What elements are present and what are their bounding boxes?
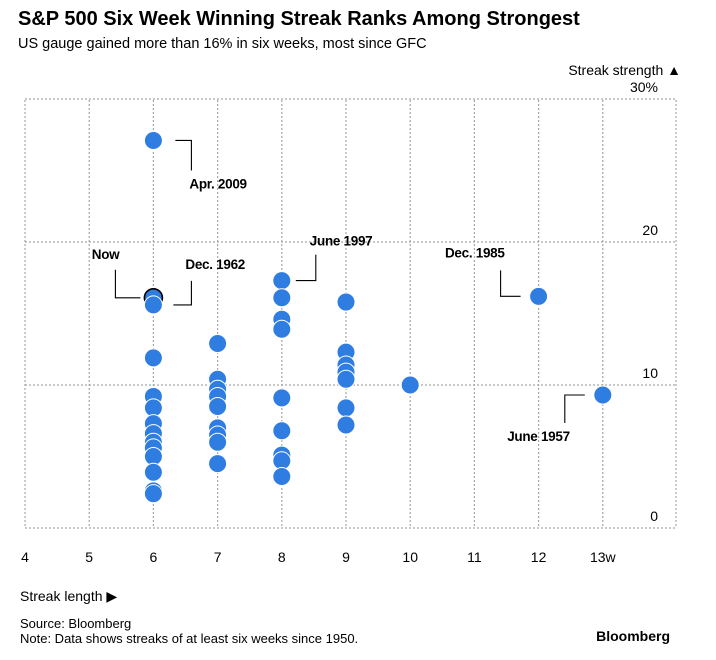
data-point (336, 415, 356, 435)
annotation-leader (173, 280, 192, 306)
x-tick-label: 7 (214, 549, 222, 565)
annotation-leader (114, 269, 141, 299)
x-tick-label: 8 (278, 549, 286, 565)
annotation-label: Dec. 1962 (185, 257, 245, 272)
data-point (272, 388, 292, 408)
data-point (143, 130, 163, 150)
annotation-label: Now (92, 247, 120, 262)
x-tick-label: 5 (85, 549, 93, 565)
data-point (529, 286, 549, 306)
footnote: Note: Data shows streaks of at least six… (20, 631, 359, 646)
right-arrow-icon: ▶ (106, 588, 118, 604)
chart-title: S&P 500 Six Week Winning Streak Ranks Am… (18, 8, 580, 30)
data-point (336, 398, 356, 418)
annotation-label: June 1997 (310, 234, 373, 249)
annotation-leaders-layer (114, 139, 585, 424)
x-tick-label: 12 (531, 549, 547, 565)
annotation-leader (175, 139, 192, 171)
data-point (336, 369, 356, 389)
annotation-label: June 1957 (507, 429, 570, 444)
data-point (272, 319, 292, 339)
y-tick-label: 30% (630, 79, 658, 95)
data-point (272, 271, 292, 291)
data-point (593, 385, 613, 405)
data-point (272, 288, 292, 308)
bloomberg-logo: Bloomberg (596, 628, 670, 644)
data-point (336, 292, 356, 312)
y-tick-label: 0 (650, 508, 658, 524)
data-point (208, 334, 228, 354)
data-point (208, 432, 228, 452)
data-point (143, 348, 163, 368)
x-tick-label: 6 (150, 549, 158, 565)
annotation-label: Dec. 1985 (445, 245, 505, 260)
y-axis-label: Streak strength ▲ (568, 62, 681, 78)
data-point (272, 467, 292, 487)
y-tick-label: 20 (642, 222, 658, 238)
data-point (208, 396, 228, 416)
source-note: Source: Bloomberg (20, 616, 132, 631)
grid-layer (24, 98, 677, 529)
annotations-layer: Apr. 2009 Now Dec. 1962 June 1997 Dec. 1985 J… (92, 176, 570, 444)
data-point (208, 454, 228, 474)
tick-labels-layer: 4 5 6 7 8 9 10 11 12 13w 0 10 20 30% (21, 79, 658, 565)
data-point (272, 421, 292, 441)
data-point (143, 462, 163, 482)
chart-subtitle: US gauge gained more than 16% in six wee… (18, 36, 427, 52)
x-tick-label: 9 (342, 549, 350, 565)
up-arrow-icon: ▲ (667, 62, 681, 78)
annotation-leader (564, 394, 585, 424)
data-point (143, 484, 163, 504)
x-axis-label: Streak length ▶ (20, 588, 117, 605)
data-point (143, 295, 163, 315)
annotation-label: Apr. 2009 (189, 176, 246, 191)
y-axis-label-text: Streak strength (568, 62, 664, 78)
data-point (400, 375, 420, 395)
points-layer (143, 130, 613, 504)
y-tick-label: 10 (642, 365, 658, 381)
annotation-leader (295, 254, 317, 282)
x-tick-label: 11 (467, 549, 482, 565)
x-axis-label-text: Streak length (20, 588, 103, 604)
x-tick-label: 4 (21, 549, 29, 565)
x-tick-label: 10 (402, 549, 418, 565)
annotation-leader (500, 270, 521, 297)
x-tick-label: 13w (590, 549, 617, 565)
